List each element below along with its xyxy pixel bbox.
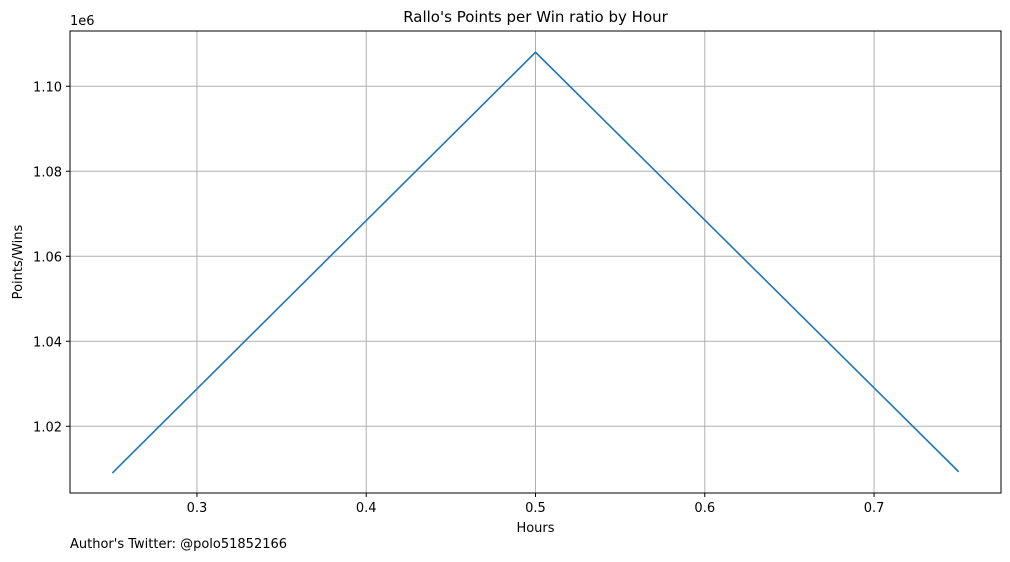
y-tick-label: 1.10 <box>33 80 62 95</box>
y-axis-offset-label: 1e6 <box>70 14 95 29</box>
y-axis-label: Points/Wins <box>11 224 26 299</box>
series-line <box>111 51 960 474</box>
x-tick-label: 0.3 <box>187 501 208 516</box>
chart-title: Rallo's Points per Win ratio by Hour <box>403 8 668 26</box>
x-tick-label: 0.4 <box>356 501 377 516</box>
x-axis-label: Hours <box>516 521 554 536</box>
y-tick-label: 1.08 <box>33 165 62 180</box>
series-layer <box>111 51 960 474</box>
y-tick-label: 1.02 <box>33 420 62 435</box>
grid-lines <box>70 31 1001 493</box>
y-tick-label: 1.06 <box>33 250 62 265</box>
author-twitter-credit: Author's Twitter: @polo51852166 <box>70 537 288 552</box>
axis-ticks: 0.3 0.4 0.5 0.6 0.7 1.02 1.04 1.06 1.08 1.10 <box>33 80 884 516</box>
x-tick-label: 0.5 <box>525 501 546 516</box>
x-tick-label: 0.6 <box>694 501 715 516</box>
x-tick-label: 0.7 <box>864 501 885 516</box>
y-tick-label: 1.04 <box>33 335 62 350</box>
